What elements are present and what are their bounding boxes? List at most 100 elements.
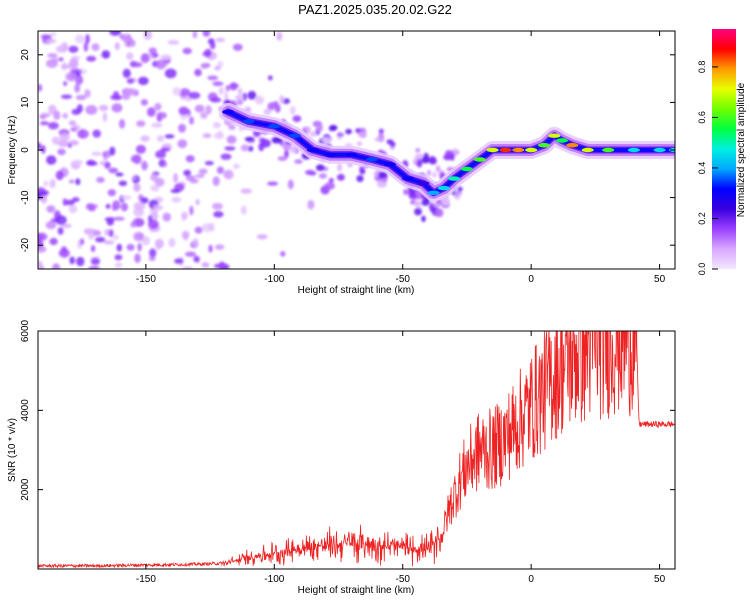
noise-speckle xyxy=(85,105,98,115)
noise-speckle xyxy=(62,198,68,206)
noise-speckle xyxy=(140,99,148,106)
noise-speckle xyxy=(126,243,135,251)
ridge-peak xyxy=(538,143,550,148)
colorbar-tick-label: 0.4 xyxy=(697,162,707,175)
colorbar-tick-label: 0.6 xyxy=(697,111,707,124)
noise-speckle xyxy=(83,41,89,52)
noise-speckle xyxy=(174,258,184,264)
noise-speckle xyxy=(279,95,285,104)
noise-speckle xyxy=(192,31,198,39)
noise-speckle xyxy=(212,121,221,129)
noise-speckle xyxy=(153,204,164,211)
noise-speckle xyxy=(432,172,437,178)
noise-speckle xyxy=(45,221,57,230)
noise-speckle xyxy=(58,248,70,258)
noise-speckle xyxy=(69,58,79,69)
noise-speckle xyxy=(126,78,135,84)
noise-speckle xyxy=(149,248,157,258)
spectrogram-x-tick-label: -100 xyxy=(264,274,284,285)
noise-speckle xyxy=(220,153,232,160)
noise-speckle xyxy=(57,148,66,156)
noise-speckle xyxy=(280,251,286,257)
noise-speckle xyxy=(324,182,335,190)
noise-speckle xyxy=(435,165,441,172)
noise-speckle xyxy=(68,120,77,126)
noise-speckle xyxy=(148,219,159,230)
noise-speckle xyxy=(52,263,61,269)
snr-background xyxy=(38,331,675,569)
noise-speckle xyxy=(337,163,343,172)
noise-speckle xyxy=(179,88,191,97)
noise-speckle xyxy=(72,197,80,203)
noise-speckle xyxy=(63,81,68,87)
noise-speckle xyxy=(154,102,162,111)
noise-speckle xyxy=(274,104,281,113)
noise-speckle xyxy=(355,128,361,134)
colorbar-tick-label: 0.0 xyxy=(697,263,707,276)
noise-speckle xyxy=(181,230,190,240)
noise-speckle xyxy=(114,42,120,51)
ridge-peak xyxy=(473,157,486,162)
noise-speckle xyxy=(103,240,115,245)
noise-speckle xyxy=(92,129,101,138)
noise-speckle xyxy=(148,47,157,54)
noise-speckle xyxy=(137,76,149,86)
noise-speckle xyxy=(356,175,364,183)
ridge-peak xyxy=(242,119,255,124)
noise-speckle xyxy=(168,238,176,248)
noise-speckle xyxy=(189,116,194,125)
noise-speckle xyxy=(86,159,96,166)
noise-speckle xyxy=(423,152,429,162)
noise-speckle xyxy=(204,48,212,58)
noise-speckle xyxy=(321,137,332,144)
noise-speckle xyxy=(76,104,83,113)
noise-speckle xyxy=(109,146,116,156)
noise-speckle xyxy=(256,234,268,240)
noise-speckle xyxy=(304,126,311,133)
noise-speckle xyxy=(454,190,463,196)
noise-speckle xyxy=(254,95,265,105)
spectrogram-x-tick-label: -50 xyxy=(396,274,411,285)
noise-speckle xyxy=(90,257,101,265)
noise-speckle xyxy=(189,205,194,216)
noise-speckle xyxy=(359,131,367,139)
noise-speckle xyxy=(294,159,303,164)
noise-speckle xyxy=(148,256,156,262)
noise-speckle xyxy=(96,176,105,183)
noise-speckle xyxy=(171,196,182,203)
snr-panel: -150 -100 -50 0 50 2000 4000 6000 Height of st… xyxy=(7,319,676,596)
noise-speckle xyxy=(91,43,100,51)
noise-speckle xyxy=(59,132,70,142)
noise-speckle xyxy=(240,188,253,194)
noise-speckle xyxy=(39,112,51,118)
noise-speckle xyxy=(289,106,296,115)
noise-speckle xyxy=(389,141,396,147)
noise-speckle xyxy=(85,203,95,211)
ridge-peak xyxy=(499,147,512,153)
noise-speckle xyxy=(108,229,114,238)
spectrogram-y-tick-label: 20 xyxy=(20,49,31,61)
noise-speckle xyxy=(106,218,114,226)
noise-speckle xyxy=(198,168,208,175)
ridge-peak xyxy=(365,157,378,162)
noise-speckle xyxy=(277,156,288,162)
noise-speckle xyxy=(133,231,145,242)
snr-x-axis: -150 -100 -50 0 50 xyxy=(136,331,666,585)
spectrogram-x-label: Height of straight line (km) xyxy=(298,285,415,296)
noise-speckle xyxy=(224,146,236,151)
noise-speckle xyxy=(155,150,167,159)
noise-speckle xyxy=(49,32,57,37)
noise-speckle xyxy=(172,87,182,96)
noise-speckle xyxy=(49,237,58,246)
spectrogram-y-tick-label: -20 xyxy=(20,238,31,253)
spectrogram-y-axis: -20 -10 0 10 20 xyxy=(20,49,675,253)
noise-speckle xyxy=(213,132,225,140)
noise-speckle xyxy=(233,163,240,169)
noise-speckle xyxy=(49,178,56,189)
noise-speckle xyxy=(381,177,388,183)
noise-speckle xyxy=(99,161,105,166)
noise-speckle xyxy=(43,180,49,187)
noise-speckle xyxy=(218,86,224,95)
noise-speckle xyxy=(193,255,200,263)
noise-speckle xyxy=(75,178,81,186)
